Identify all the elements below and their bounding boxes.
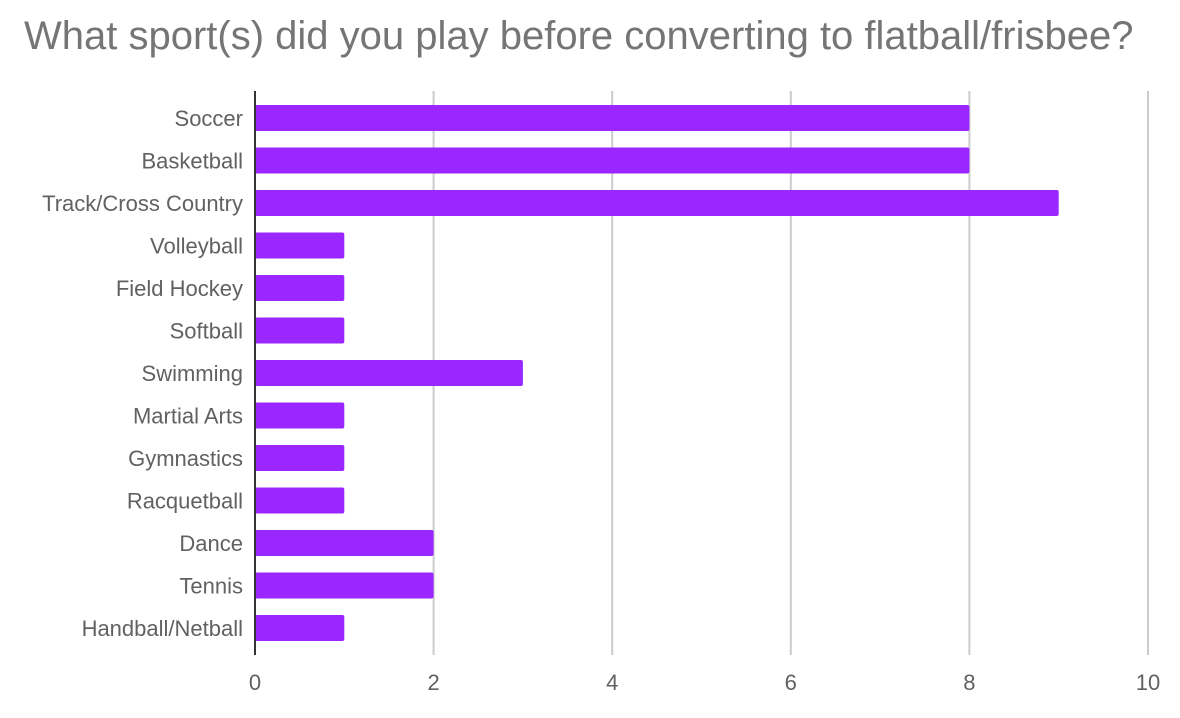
grid-lines bbox=[432, 91, 1149, 655]
category-label: Field Hockey bbox=[116, 276, 243, 301]
x-tick-labels: 0 2 4 6 8 10 bbox=[249, 670, 1160, 695]
bar-swimming bbox=[255, 360, 523, 386]
x-tick-label: 10 bbox=[1136, 670, 1160, 695]
x-tick-label: 8 bbox=[963, 670, 975, 695]
bar-basketball bbox=[255, 147, 970, 174]
bar-dance bbox=[255, 530, 434, 556]
category-label: Basketball bbox=[141, 149, 243, 174]
category-label: Racquetball bbox=[127, 489, 243, 514]
x-tick-label: 2 bbox=[427, 670, 439, 695]
chart-title: What sport(s) did you play before conver… bbox=[24, 14, 1134, 58]
x-tick-label: 0 bbox=[249, 670, 261, 695]
bars bbox=[255, 105, 1059, 641]
bar-gymnastics bbox=[255, 445, 345, 471]
category-label: Track/Cross Country bbox=[42, 191, 243, 216]
category-label: Softball bbox=[170, 319, 243, 344]
category-label: Dance bbox=[179, 531, 243, 556]
category-label: Swimming bbox=[142, 361, 243, 386]
category-label: Martial Arts bbox=[133, 404, 243, 429]
category-label: Gymnastics bbox=[128, 446, 243, 471]
bar-soccer bbox=[255, 105, 970, 131]
bar-track-cross-country bbox=[255, 190, 1059, 216]
x-tick-label: 4 bbox=[606, 670, 618, 695]
category-label: Volleyball bbox=[150, 234, 243, 259]
category-label: Soccer bbox=[175, 106, 243, 131]
category-label: Tennis bbox=[179, 574, 243, 599]
bar-field-hockey bbox=[255, 275, 345, 301]
bar-softball bbox=[255, 317, 345, 344]
x-tick-label: 6 bbox=[785, 670, 797, 695]
bar-racquetball bbox=[255, 487, 345, 514]
category-labels: Soccer Basketball Track/Cross Country Volle… bbox=[42, 106, 243, 641]
bar-handball-netball bbox=[255, 615, 345, 641]
bar-martial-arts bbox=[255, 402, 345, 429]
category-label: Handball/Netball bbox=[82, 616, 243, 641]
bar-tennis bbox=[255, 572, 434, 599]
bar-volleyball bbox=[255, 232, 345, 259]
